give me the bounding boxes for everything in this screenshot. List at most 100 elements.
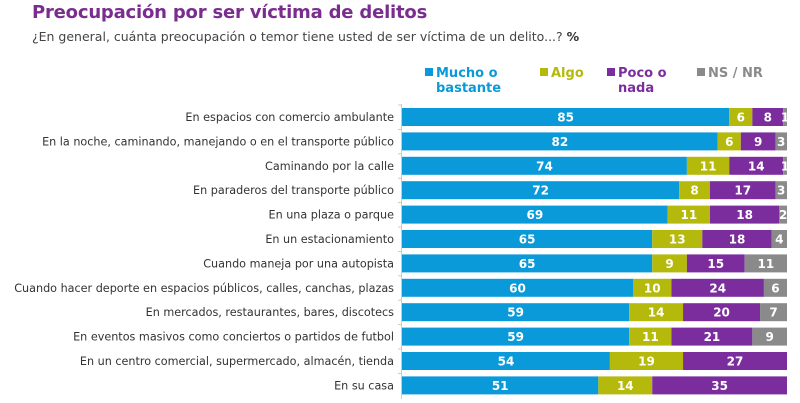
data-label: 14 [648,306,665,320]
bar-segment-poco-o-nada [683,352,787,370]
data-label: 11 [642,330,659,344]
bar-segment-algo [729,108,753,126]
bar-segment-ns-nr [752,327,787,346]
bar-segment-mucho-o-bastante [402,376,599,395]
data-label: 13 [669,233,686,247]
bar-row: En la noche, caminando, manejando o en e… [42,128,787,151]
data-label: 8 [690,184,698,198]
bar-segment-algo [652,254,687,273]
data-label: 18 [729,233,746,247]
bar-row: En una plaza o parque 69 11 18 2 [269,202,787,224]
bar-segment-ns-nr [771,230,787,248]
category-label: En la noche, caminando, manejando o en e… [42,135,394,148]
bar-segment-ns-nr [779,205,787,224]
bar-segment-poco-o-nada [740,132,776,151]
chart-subtitle: ¿En general, cuánta preocupación o temor… [32,29,579,44]
legend-item-algo: Algo [540,66,584,81]
legend-item-mucho-o-bastante: Mucho o bastante [425,66,501,96]
data-label: 11 [700,159,717,173]
bar-segment-algo [686,156,730,175]
data-label: 11 [757,257,774,271]
data-label: 19 [638,355,655,369]
bar-segment-algo [609,352,684,370]
bar-segment-ns-nr [744,254,787,273]
legend-item-poco-o-nada: Poco o nada [607,66,667,96]
data-label: 9 [665,257,673,271]
data-label: 3 [777,184,785,198]
data-label: 82 [551,135,568,149]
data-label: 15 [707,257,724,271]
data-label: 21 [704,330,721,344]
legend-label: Algo [551,66,584,81]
bar-segment-poco-o-nada [752,108,784,126]
category-label: Cuando maneja por una autopista [203,257,394,270]
bar-row: En mercados, restaurantes, bares, discot… [146,299,787,322]
data-label: 3 [777,135,785,149]
data-label: 6 [725,135,733,149]
bar-segment-mucho-o-bastante [402,156,687,175]
legend-swatch [540,68,548,76]
legend-item-ns-nr: NS / NR [697,66,763,81]
category-label: En eventos masivos como conciertos o par… [73,331,394,344]
legend-label: nada [618,81,655,96]
bar-segment-poco-o-nada [671,327,753,346]
bar-row: Cuando hacer deporte en espacios público… [14,275,787,297]
bar-segment-mucho-o-bastante [402,181,680,200]
bar-row: En paraderos del transporte público 72 8 17… [193,177,787,200]
data-label: 10 [644,281,661,295]
bar-segment-mucho-o-bastante [402,108,730,126]
data-label: 2 [779,208,787,222]
bar-row: Cuando maneja por una autopista 65 9 15 11 [203,250,787,273]
legend-swatch [425,68,433,76]
data-label: 24 [709,281,726,295]
legend-label: Mucho o [436,66,498,81]
bar-segment-algo [598,376,653,395]
unit-label: % [566,29,580,44]
data-label: 7 [769,306,777,320]
bar-segment-mucho-o-bastante [402,303,630,322]
bar-segment-mucho-o-bastante [402,327,630,346]
category-label: Caminando por la calle [265,160,394,173]
legend: Mucho o bastante Algo Poco o nada NS / NR [0,66,800,100]
data-label: 17 [734,184,751,198]
data-label: 27 [727,355,744,369]
bar-row: Caminando por la calle 74 11 14 1 [265,153,789,175]
data-label: 65 [519,233,536,247]
data-label: 18 [736,208,753,222]
category-label: En espacios con comercio ambulante [185,111,394,124]
data-label: 14 [617,379,634,393]
bar-segment-ns-nr [775,181,787,200]
data-label: 65 [519,257,536,271]
bar-segment-poco-o-nada [671,278,764,297]
data-label: 20 [713,306,730,320]
bar-row: En su casa 51 14 35 [334,372,787,395]
category-label: En mercados, restaurantes, bares, discot… [146,306,394,319]
data-label: 8 [764,111,772,125]
bar-row: En eventos masivos como conciertos o par… [73,324,787,346]
bar-segment-mucho-o-bastante [402,205,668,224]
category-label: En una plaza o parque [269,209,395,222]
data-label: 14 [748,159,765,173]
bar-segment-poco-o-nada [686,254,745,273]
bar-row: En un estacionamiento 65 13 18 4 [265,226,787,248]
bar-segment-mucho-o-bastante [402,278,633,297]
data-label: 85 [557,111,574,125]
bar-segment-ns-nr [783,108,787,126]
data-label: 35 [711,379,728,393]
data-label: 6 [771,281,779,295]
data-label: 72 [532,184,549,198]
bar-segment-algo [652,230,703,248]
bar-row: En espacios con comercio ambulante 85 6 8 1 [185,104,789,126]
data-label: 4 [775,233,783,247]
bar-segment-mucho-o-bastante [402,230,653,248]
bar-segment-poco-o-nada [729,156,784,175]
bar-segment-poco-o-nada [683,303,761,322]
data-label: 9 [765,330,773,344]
category-label: En un centro comercial, supermercado, al… [80,355,394,368]
chart-title: Preocupación por ser víctima de delitos [32,2,428,23]
bar-segment-algo [717,132,741,151]
bar-segment-poco-o-nada [702,230,772,248]
bar-segment-ns-nr [783,156,787,175]
data-label: 60 [509,281,526,295]
